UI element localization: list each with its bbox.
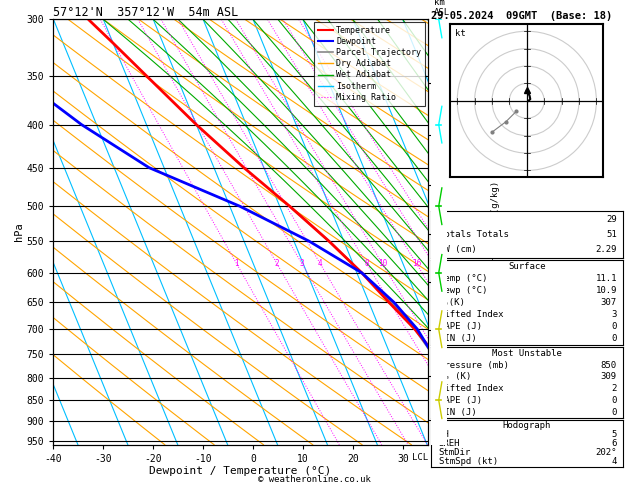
Text: CIN (J): CIN (J)	[438, 334, 476, 344]
Text: Dewp (°C): Dewp (°C)	[438, 286, 487, 295]
Text: 51: 51	[606, 230, 617, 239]
Text: K: K	[438, 215, 444, 224]
Text: θₑ(K): θₑ(K)	[438, 298, 465, 307]
Text: 0: 0	[611, 322, 617, 331]
Text: Totals Totals: Totals Totals	[438, 230, 508, 239]
Text: 5: 5	[611, 430, 617, 439]
Text: StmSpd (kt): StmSpd (kt)	[438, 457, 498, 467]
Y-axis label: hPa: hPa	[14, 223, 24, 242]
Text: Mixing Ratio (g/kg): Mixing Ratio (g/kg)	[491, 181, 499, 283]
Text: 309: 309	[601, 372, 617, 382]
Text: 16: 16	[412, 259, 421, 268]
Text: 4: 4	[318, 259, 323, 268]
Text: 8: 8	[364, 259, 369, 268]
Text: Hodograph: Hodograph	[503, 420, 551, 430]
Text: PW (cm): PW (cm)	[438, 245, 476, 254]
Text: 29: 29	[606, 215, 617, 224]
Text: LCL: LCL	[411, 453, 428, 462]
Text: 850: 850	[601, 361, 617, 370]
Text: EH: EH	[438, 430, 449, 439]
Text: Lifted Index: Lifted Index	[438, 384, 503, 393]
Y-axis label: km
ASL: km ASL	[445, 223, 467, 241]
Text: 0: 0	[611, 334, 617, 344]
Text: 202°: 202°	[596, 448, 617, 457]
Text: 10: 10	[377, 259, 387, 268]
Text: Temp (°C): Temp (°C)	[438, 274, 487, 283]
Text: 2.29: 2.29	[596, 245, 617, 254]
Text: CAPE (J): CAPE (J)	[438, 396, 482, 405]
Text: θₑ (K): θₑ (K)	[438, 372, 470, 382]
Text: © weatheronline.co.uk: © weatheronline.co.uk	[258, 474, 371, 484]
Text: StmDir: StmDir	[438, 448, 470, 457]
Text: 307: 307	[601, 298, 617, 307]
Text: 0: 0	[611, 396, 617, 405]
Text: Lifted Index: Lifted Index	[438, 310, 503, 319]
Text: CIN (J): CIN (J)	[438, 408, 476, 417]
Text: Pressure (mb): Pressure (mb)	[438, 361, 508, 370]
Text: 4: 4	[611, 457, 617, 467]
Text: SREH: SREH	[438, 439, 460, 448]
Text: Most Unstable: Most Unstable	[492, 349, 562, 358]
Text: CAPE (J): CAPE (J)	[438, 322, 482, 331]
Text: 1: 1	[234, 259, 239, 268]
Text: kt: kt	[455, 29, 465, 38]
Text: 0: 0	[611, 408, 617, 417]
Text: 3: 3	[611, 310, 617, 319]
Text: 6: 6	[611, 439, 617, 448]
Legend: Temperature, Dewpoint, Parcel Trajectory, Dry Adiabat, Wet Adiabat, Isotherm, Mi: Temperature, Dewpoint, Parcel Trajectory…	[313, 22, 425, 106]
Text: km
ASL: km ASL	[434, 0, 450, 17]
Text: 29.05.2024  09GMT  (Base: 18): 29.05.2024 09GMT (Base: 18)	[431, 11, 612, 21]
Text: Surface: Surface	[508, 261, 545, 271]
Text: 10.9: 10.9	[596, 286, 617, 295]
Text: 2: 2	[275, 259, 279, 268]
Text: 11.1: 11.1	[596, 274, 617, 283]
Text: 2: 2	[611, 384, 617, 393]
Text: 3: 3	[299, 259, 304, 268]
Text: 57°12'N  357°12'W  54m ASL: 57°12'N 357°12'W 54m ASL	[53, 6, 239, 19]
X-axis label: Dewpoint / Temperature (°C): Dewpoint / Temperature (°C)	[150, 467, 331, 476]
